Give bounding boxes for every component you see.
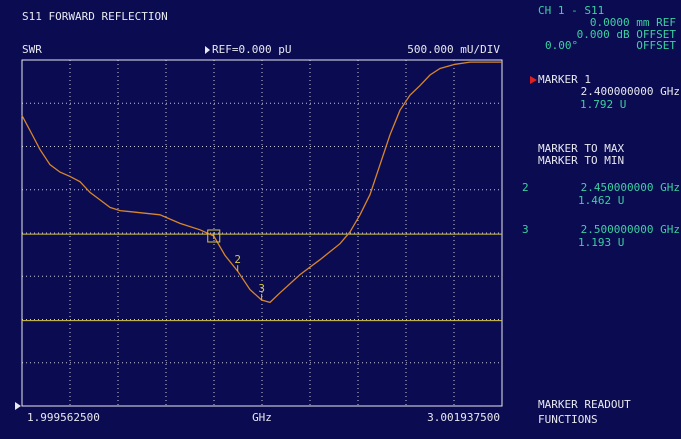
readout-value: 1.462 U	[578, 194, 624, 207]
channel: CH 1 - S11	[538, 4, 604, 17]
ref-line: 0.0000 mm REF	[590, 16, 676, 29]
x-tick-label: 1.999562500	[27, 411, 100, 424]
x-tick-label: 3.001937500	[427, 411, 500, 424]
scale: 500.000 mU/DIV	[407, 43, 500, 56]
offset-phase: 0.00°	[545, 39, 578, 52]
marker-label: 2	[234, 253, 241, 266]
title: S11 FORWARD REFLECTION	[22, 10, 168, 23]
readout-number: 2	[522, 181, 529, 194]
marker-label: 3	[258, 282, 265, 295]
offset-db: 0.000 dB OFFSET	[577, 28, 677, 41]
reference: REF=0.000 pU	[212, 43, 291, 56]
active-pointer	[530, 76, 537, 84]
plot-frame	[21, 59, 503, 407]
readout-value: 1.193 U	[578, 236, 624, 249]
softkey[interactable]: MARKER TO MAX	[538, 142, 624, 155]
active-value: 1.792 U	[580, 98, 626, 111]
format: SWR	[22, 43, 42, 56]
menu[interactable]: MARKER READOUT	[538, 398, 631, 411]
softkey[interactable]: MARKER TO MIN	[538, 154, 624, 167]
x-axis-label: GHz	[252, 411, 272, 424]
trace	[21, 61, 502, 304]
menu[interactable]: FUNCTIONS	[538, 413, 598, 426]
marker-box	[207, 229, 221, 243]
active-frequency: 2.400000000 GHz	[581, 85, 680, 98]
offset-label: OFFSET	[636, 39, 676, 52]
ref-pointer	[205, 46, 210, 54]
readout-frequency: 2.450000000 GHz	[581, 181, 680, 194]
readout-frequency: 2.500000000 GHz	[581, 223, 680, 236]
axis-pointer	[15, 402, 21, 410]
readout-number: 3	[522, 223, 529, 236]
active-marker[interactable]: MARKER 1	[538, 73, 591, 86]
